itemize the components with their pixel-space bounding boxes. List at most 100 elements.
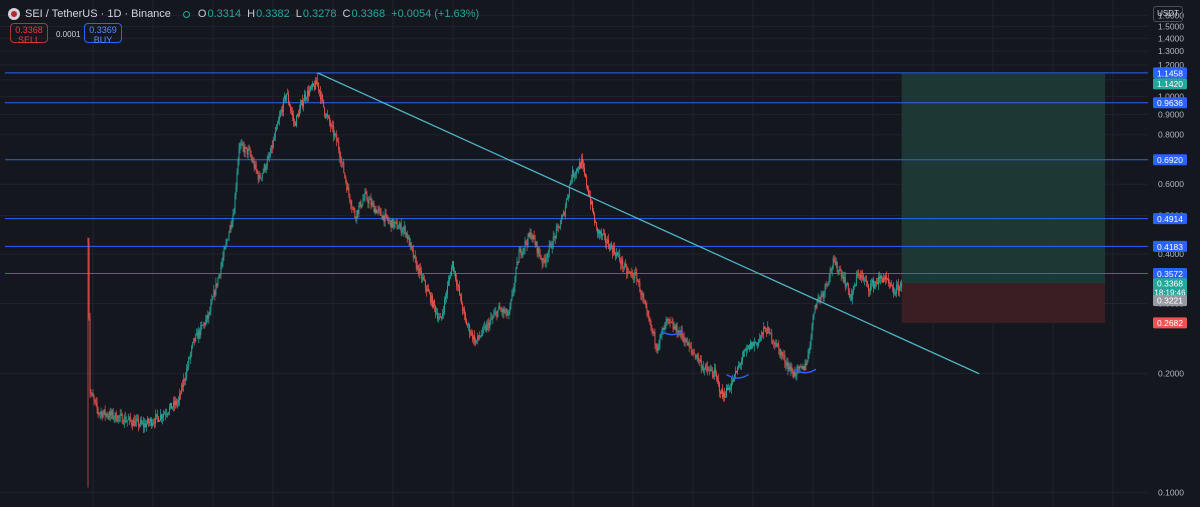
candle-body [173, 401, 175, 407]
candle-body [504, 311, 506, 313]
candle-body [319, 89, 321, 92]
candle-body [301, 100, 302, 105]
candle-body [797, 366, 799, 368]
candle-body [687, 342, 689, 346]
candle-body [865, 280, 867, 282]
candle-body [637, 280, 639, 282]
candle-body [208, 312, 210, 319]
candle-body [249, 149, 251, 155]
candle-body [876, 282, 877, 283]
candle-body [572, 170, 574, 177]
candle-body [673, 326, 675, 329]
candle-body [807, 354, 809, 362]
candle-body [206, 315, 208, 320]
bottom-mark [726, 373, 749, 379]
buy-button[interactable]: 0.3369 BUY [84, 23, 122, 45]
candle-body [870, 283, 872, 285]
candle-body [212, 296, 214, 300]
price-tick-label: 1.0000 [1158, 91, 1184, 101]
candle-body [631, 272, 633, 274]
candle-body [265, 166, 267, 170]
candle-body [484, 326, 486, 328]
candle-body [890, 283, 892, 287]
symbol-title[interactable]: SEI / TetherUS · 1D · Binance [25, 8, 171, 20]
candle-body [604, 233, 606, 235]
candle-body [101, 412, 103, 418]
candle-body [200, 325, 202, 335]
candle-body [311, 86, 313, 88]
candle-body [541, 259, 543, 264]
candle-body [117, 415, 119, 422]
price-tick-label: 0.1000 [1158, 488, 1184, 498]
candle-body [874, 283, 875, 289]
candle-body [402, 228, 404, 231]
candle-body [575, 168, 577, 174]
candle-body [605, 234, 607, 243]
candle-body [456, 279, 458, 286]
candle-body [453, 261, 454, 272]
buy-price: 0.3369 [89, 25, 117, 35]
candle-body [179, 393, 181, 400]
target-zone [901, 73, 1106, 284]
candle-body [314, 85, 316, 90]
candle-body [116, 420, 118, 422]
candle-body [243, 146, 245, 153]
candle-body [424, 280, 426, 288]
candle-body [429, 293, 431, 303]
candle-body [400, 223, 402, 233]
candle-body [482, 327, 484, 335]
candle-body [891, 285, 893, 287]
candle-body [568, 184, 570, 195]
candle-body [545, 258, 547, 263]
candle-body [681, 330, 683, 336]
candle-body [723, 392, 725, 397]
candle-body [760, 335, 762, 339]
candle-body [228, 232, 230, 240]
candle-body [478, 335, 480, 338]
candle-body [358, 206, 360, 214]
candle-body [195, 334, 197, 342]
candle-body [417, 265, 419, 274]
candle-body [140, 420, 142, 424]
horizontal-levels [5, 72, 1148, 275]
candle-body [538, 247, 540, 254]
candle-body [303, 101, 304, 107]
level-badge-label: 0.9636 [1157, 98, 1183, 108]
candle-body [785, 363, 787, 366]
level-badge-label: 0.6920 [1157, 155, 1183, 165]
candle-body [93, 397, 95, 400]
candle-body [276, 123, 278, 126]
candle-body [293, 120, 295, 123]
buy-label: BUY [93, 35, 113, 45]
candle-body [544, 259, 546, 263]
candle-body [156, 413, 157, 415]
stop-zone [901, 283, 1106, 323]
price-badge [1153, 295, 1187, 307]
candle-body [894, 292, 896, 294]
candle-body [164, 413, 165, 415]
candle-body [461, 295, 463, 305]
candle-body [560, 218, 562, 225]
candle-body [134, 420, 136, 427]
candle-body [309, 90, 310, 96]
currency-button[interactable]: USDT [1153, 6, 1183, 22]
candle-body [684, 341, 686, 343]
candle-body [481, 334, 483, 337]
sell-button[interactable]: 0.3368 SELL [10, 23, 48, 45]
candle-body [806, 361, 808, 366]
candle-body [261, 173, 263, 178]
candle-body [105, 413, 107, 416]
candle-body [603, 233, 605, 235]
ohlc-close-value: 0.3368 [351, 8, 386, 20]
candle-body [773, 342, 775, 344]
candle-body [554, 236, 556, 239]
candle-body [442, 313, 443, 317]
candle-body [695, 357, 697, 358]
candle-body [391, 219, 393, 228]
candle-body [196, 332, 198, 335]
candle-body [682, 335, 684, 338]
candle-body [279, 112, 281, 117]
candle-body [720, 389, 722, 394]
candle-body [835, 261, 837, 265]
